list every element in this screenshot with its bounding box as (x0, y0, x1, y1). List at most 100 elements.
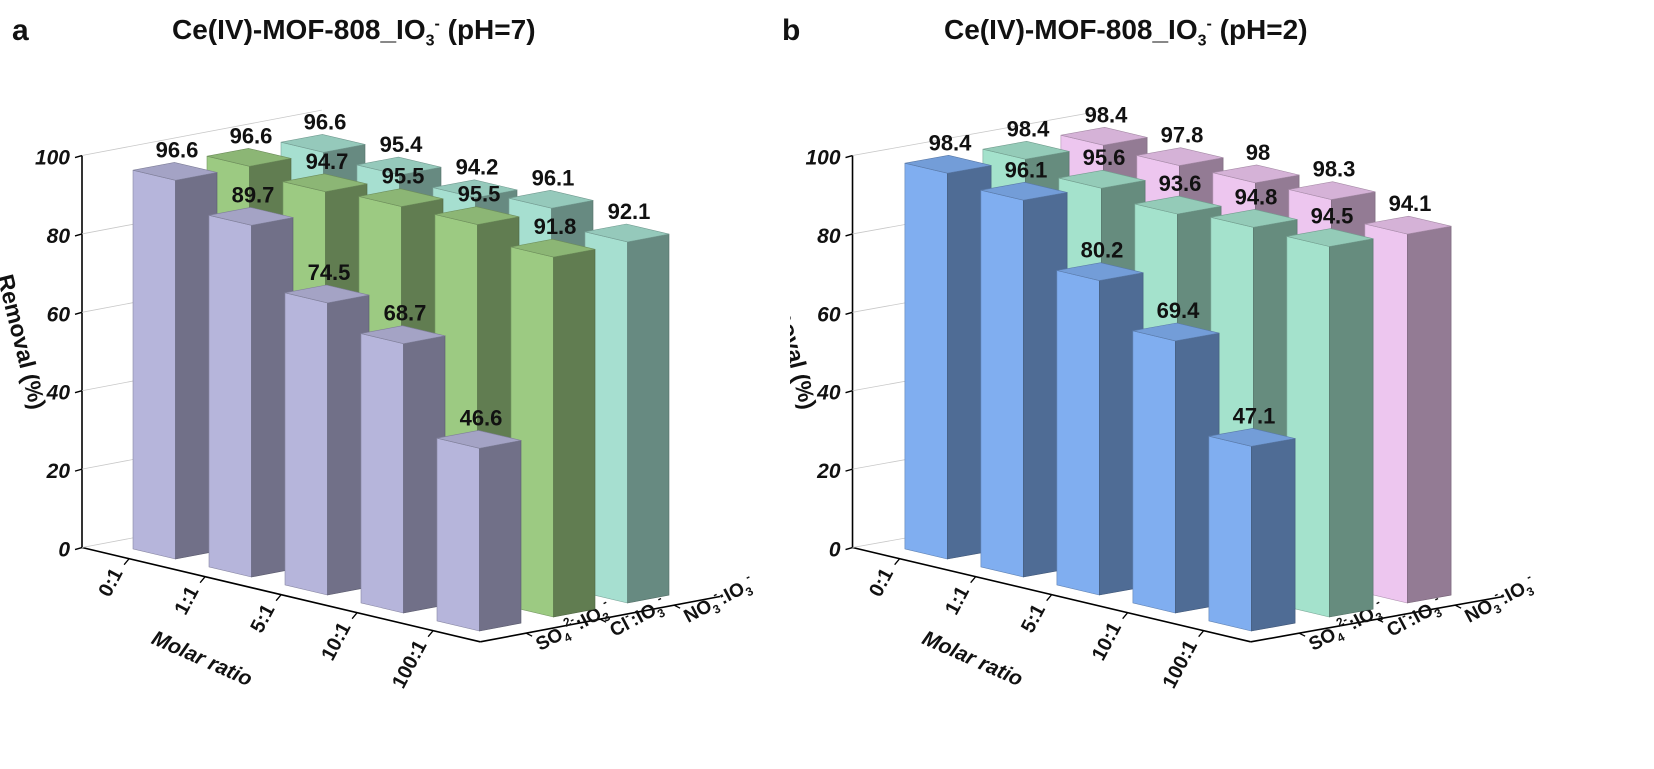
bar-label-b-0-0: 98.4 (929, 130, 973, 155)
bar-label-b-0-1: 96.1 (1005, 157, 1048, 182)
bar-top-b-2-0 (1060, 126, 1148, 146)
bar-b-0-0: 98.4 (904, 130, 992, 560)
bar-a-0-4: 46.6 (436, 405, 522, 632)
z-tick-label-a-5: 100 (35, 147, 70, 170)
y-tick-b-1 (1376, 618, 1384, 623)
bar-front-b-0-3 (1132, 330, 1176, 614)
z-axis-title-a: Removal (%) (0, 272, 51, 412)
x-tick-label-b-4: 100:1 (1159, 637, 1202, 692)
bar-a-0-0: 96.6 (132, 137, 218, 560)
bar-front-a-0-2 (284, 292, 328, 596)
bar-a-0-2: 74.5 (284, 260, 370, 596)
panel-label-a: a (12, 14, 29, 47)
bar-label-b-1-2: 93.6 (1159, 171, 1202, 196)
bar-top-a-0-3 (360, 325, 446, 345)
bar-top-a-2-4 (584, 223, 670, 243)
bar-a-1-4: 91.8 (510, 214, 596, 618)
bar-label-b-1-0: 98.4 (1007, 116, 1051, 141)
bar-label-a-1-2: 95.5 (382, 164, 425, 189)
panel-label-b: b (782, 14, 801, 47)
title-sub-b: 3 (1197, 32, 1207, 50)
z-gridline-a-5 (81, 109, 322, 156)
bar-top-a-0-0 (132, 162, 218, 181)
z-tick-b-5 (845, 154, 853, 159)
bar-top-b-0-4 (1208, 428, 1296, 447)
z-tick-label-b-5: 100 (805, 147, 840, 170)
bar-label-a-1-0: 96.6 (230, 123, 273, 148)
bar-side-b-2-4 (1407, 225, 1452, 604)
x-tick-label-a-3: 10:1 (317, 619, 355, 665)
bar-top-a-2-1 (356, 156, 442, 176)
x-tick-label-b-1: 1:1 (941, 583, 974, 619)
z-tick-b-3 (845, 311, 853, 315)
z-tick-a-0 (74, 546, 83, 551)
bar-top-b-0-0 (904, 154, 992, 174)
bar-label-b-1-4: 94.5 (1311, 204, 1354, 229)
bar-top-a-2-0 (280, 134, 366, 153)
x-tick-a-3 (351, 612, 358, 620)
x-tick-label-b-0: 0:1 (865, 565, 898, 601)
y-tick-b-2 (1454, 604, 1462, 609)
title-tail-b: (pH=2) (1211, 14, 1308, 45)
z-tick-a-4 (74, 233, 83, 237)
bar-top-a-0-1 (208, 207, 294, 226)
bar-label-b-0-3: 69.4 (1157, 298, 1201, 323)
bar-label-a-2-3: 96.1 (532, 165, 575, 190)
bar-label-a-0-0: 96.6 (156, 137, 199, 162)
chart-title-b: Ce(IV)-MOF-808_IO3- (pH=2) (944, 14, 1308, 51)
z-tick-b-4 (845, 233, 853, 237)
x-tick-b-3 (1122, 612, 1129, 620)
bar-a-0-3: 68.7 (360, 301, 446, 614)
bar-top-b-1-2 (1134, 195, 1222, 215)
bar-b-0-1: 96.1 (980, 157, 1068, 578)
bar-side-b-1-4 (1329, 238, 1374, 618)
bar-label-a-2-1: 95.4 (380, 132, 424, 157)
z-tick-label-a-3: 60 (47, 303, 71, 326)
x-tick-b-4 (1198, 630, 1205, 638)
z-tick-label-b-1: 20 (816, 460, 841, 483)
x-tick-b-0 (894, 558, 901, 566)
z-tick-a-2 (74, 390, 83, 394)
bar-side-a-1-4 (553, 248, 596, 618)
bar-side-b-0-4 (1251, 438, 1296, 632)
z-tick-label-b-2: 40 (816, 382, 841, 405)
bar-label-a-1-4: 91.8 (534, 214, 577, 239)
z-tick-label-a-0: 0 (58, 539, 70, 562)
bar-label-a-0-3: 68.7 (384, 301, 427, 326)
bar-front-b-0-2 (1056, 270, 1100, 596)
bar-top-b-2-1 (1136, 147, 1224, 166)
y-tick-a-2 (673, 604, 681, 609)
bar-label-a-1-1: 94.7 (306, 149, 349, 174)
z-tick-label-a-4: 80 (47, 225, 71, 248)
chart-a: 0 20 40 60 80 100 Removal (%) 0:1 1:1 5:1 10:1 100:… (0, 109, 756, 692)
bar-label-b-0-2: 80.2 (1081, 238, 1124, 263)
bar-top-b-0-3 (1132, 322, 1220, 342)
bar-b-1-4: 94.5 (1286, 204, 1374, 618)
title-sup-a: - (434, 15, 440, 33)
title-tail-a: (pH=7) (439, 14, 536, 45)
bar-b-0-4: 47.1 (1208, 403, 1296, 632)
bar-side-a-0-4 (479, 440, 522, 632)
bar-label-b-2-1: 97.8 (1161, 123, 1204, 148)
x-tick-label-a-2: 5:1 (247, 601, 280, 637)
bar-top-a-1-3 (434, 206, 520, 225)
chart-b: 0 20 40 60 80 100 Removal (%) 0:1 1:1 5:1 10:1 100:… (790, 102, 1537, 692)
title-main-a: Ce(IV)-MOF-808_IO (172, 14, 426, 45)
bar-a-2-4: 92.1 (584, 199, 670, 604)
y-tick-a-1 (599, 618, 607, 623)
bars-b: 98.4 97.8 98 98.3 94.1 98.4 95.6 93.6 94.8 94.5 98… (904, 102, 1452, 632)
bar-top-b-2-3 (1288, 181, 1376, 200)
bar-label-b-2-0: 98.4 (1085, 102, 1129, 127)
z-gridline-b-5 (852, 109, 1106, 156)
bar-front-a-0-1 (208, 214, 252, 578)
bar-front-b-0-1 (980, 189, 1024, 578)
z-tick-label-a-2: 40 (46, 382, 71, 405)
bar-label-b-2-3: 98.3 (1313, 157, 1356, 182)
z-tick-a-1 (74, 468, 83, 472)
bar-top-a-1-0 (206, 148, 292, 167)
bar-label-a-0-1: 89.7 (232, 182, 275, 207)
x-tick-a-0 (123, 558, 130, 566)
x-tick-label-b-2: 5:1 (1017, 601, 1050, 637)
bar-top-b-2-4 (1364, 215, 1452, 235)
